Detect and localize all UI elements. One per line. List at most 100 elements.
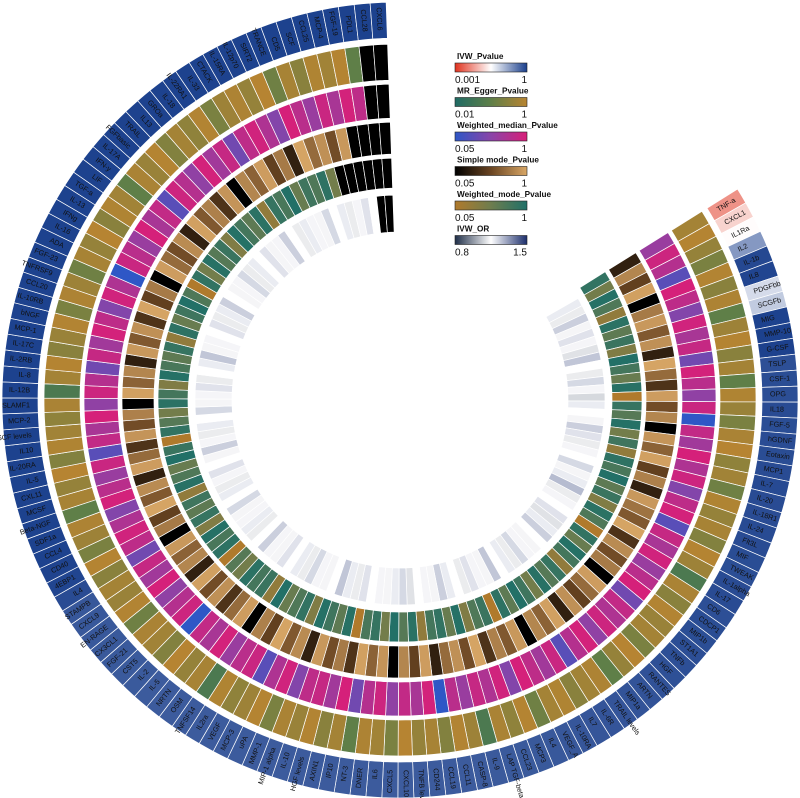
row-label: CXCL10: [402, 770, 411, 797]
row-label: DNER: [354, 767, 365, 788]
legend-title: Weighted_median_Pvalue: [457, 121, 558, 130]
row-label: SLAMF1: [2, 400, 30, 409]
heatmap-cell-mr-egger-pvalue: [719, 401, 757, 417]
row-label: MIG: [760, 313, 776, 325]
legend-min-label: 0.001: [455, 75, 480, 86]
legend-min-label: 0.01: [455, 110, 475, 121]
legend-min-label: 0.05: [455, 144, 475, 155]
heatmap-cell-simple-mode-pvalue: [121, 408, 156, 422]
legend-color-bar: [454, 62, 528, 73]
row-label: IL7: [586, 715, 599, 728]
heatmap-cell-simple-mode-pvalue: [645, 389, 679, 402]
heatmap-cell-weighted-mode-pvalue: [407, 611, 419, 643]
row-label: CCL28: [359, 9, 370, 32]
heatmap-cell-mr-egger-pvalue: [719, 387, 757, 403]
row-label: IL6: [370, 769, 380, 780]
heatmap-cell-weighted-median-pvalue: [375, 83, 391, 120]
heatmap-cell-weighted-median-pvalue: [681, 388, 717, 403]
heatmap-cell-weighted-median-pvalue: [83, 409, 120, 425]
row-label: OPG: [770, 389, 787, 398]
heatmap-cell-weighted-mode-pvalue: [381, 157, 393, 189]
heatmap-cell-ivw-or: [384, 194, 395, 233]
row-label: IL4: [546, 736, 558, 749]
row-label: IP10: [324, 763, 336, 779]
row-label: IL10: [19, 445, 34, 456]
row-label: NT-3: [339, 765, 350, 782]
row-label: TNFB levels: [416, 769, 427, 798]
row-label: CCL19: [446, 766, 458, 789]
legend-color-bar: [454, 166, 528, 176]
heatmap-cell-ivw-pvalue: [369, 1, 388, 40]
row-label: MCP-1: [14, 322, 38, 335]
heatmap-cell-mr-egger-pvalue: [410, 718, 428, 757]
legend-max-label: 1: [521, 144, 527, 155]
heatmap-cell-weighted-mode-pvalue: [157, 398, 189, 409]
row-label: IL-17C: [12, 338, 35, 350]
row-label: FGF-5: [769, 419, 790, 429]
heatmap-cell-mr-egger-pvalue: [372, 43, 390, 82]
row-label: IL-2RB: [9, 353, 32, 364]
row-label: CD5: [269, 36, 282, 53]
row-label: IL-9: [490, 757, 502, 771]
heatmap-cell-weighted-median-pvalue: [409, 680, 425, 717]
legend-color-bar: [454, 235, 528, 245]
row-label: FGF-19: [327, 10, 340, 36]
heatmap-cell-mr-egger-pvalue: [43, 410, 82, 428]
legend-max-label: 1.5: [513, 248, 527, 259]
heatmap-cell-simple-mode-pvalue: [386, 645, 400, 679]
row-label: CCL11: [461, 763, 474, 786]
heatmap-cell-simple-mode-pvalue: [408, 644, 422, 679]
heatmap-cell-mr-egger-pvalue: [383, 719, 399, 757]
legend-title: Simple mode_Pvalue: [457, 156, 539, 165]
legend-max-label: 1: [521, 110, 527, 121]
heatmap-cell-weighted-mode-pvalue: [398, 611, 409, 643]
legend-min-label: 0.05: [455, 179, 475, 190]
row-label: IL4: [71, 585, 84, 598]
row-label: IL-7: [760, 478, 774, 490]
row-label: IL-5: [25, 474, 39, 485]
heatmap-cell-weighted-median-pvalue: [397, 681, 412, 717]
heatmap-cell-ivw-or: [194, 398, 233, 408]
legend-color-bar: [454, 200, 528, 211]
legend-min-label: 0.05: [455, 213, 475, 224]
heatmap-cell-weighted-median-pvalue: [83, 397, 119, 412]
legend-title: Weighted_mode_Pvalue: [457, 190, 551, 199]
row-label: IL-8: [18, 370, 31, 380]
legend-max-label: 1: [521, 179, 527, 190]
heatmap-cell-simple-mode-pvalue: [378, 121, 392, 156]
row-label: IL8: [748, 270, 760, 282]
legend-min-label: 0.8: [455, 248, 469, 259]
heatmap-cell-mr-egger-pvalue: [397, 719, 413, 757]
row-label: bNGF: [20, 307, 41, 320]
heatmap-cell-mr-egger-pvalue: [718, 372, 757, 390]
heatmap-cell-simple-mode-pvalue: [121, 386, 155, 400]
legend-title: IVW_Pvalue: [457, 52, 504, 61]
legend-color-bar: [454, 97, 528, 107]
row-label: CSF-1: [769, 373, 790, 383]
row-label: IL18: [770, 404, 784, 413]
heatmap-cell-weighted-median-pvalue: [385, 681, 399, 717]
heatmap-cell-weighted-median-pvalue: [681, 401, 717, 415]
row-label: SCF levels: [0, 430, 32, 442]
heatmap-cell-ivw-or: [567, 392, 606, 402]
legend-title: MR_Egger_Pvalue: [457, 87, 529, 96]
heatmap-cell-mr-egger-pvalue: [43, 397, 81, 413]
row-label: SCF: [284, 31, 297, 48]
heatmap-cell-weighted-median-pvalue: [83, 385, 119, 399]
row-label: MCP-2: [8, 415, 31, 425]
heatmap-cell-weighted-mode-pvalue: [157, 407, 189, 419]
row-label: CD244: [431, 768, 442, 791]
heatmap-cell-simple-mode-pvalue: [121, 398, 155, 411]
heatmap-cell-simple-mode-pvalue: [398, 645, 411, 679]
heatmap-cell-mr-egger-pvalue: [43, 383, 81, 399]
row-label: IL-12B: [9, 385, 31, 395]
heatmap-cell-simple-mode-pvalue: [644, 378, 679, 392]
row-label: G-CSF: [766, 342, 790, 354]
legend-max-label: 1: [521, 75, 527, 86]
row-label: CXCL6: [374, 7, 384, 31]
row-label: CXCL5: [385, 770, 395, 793]
